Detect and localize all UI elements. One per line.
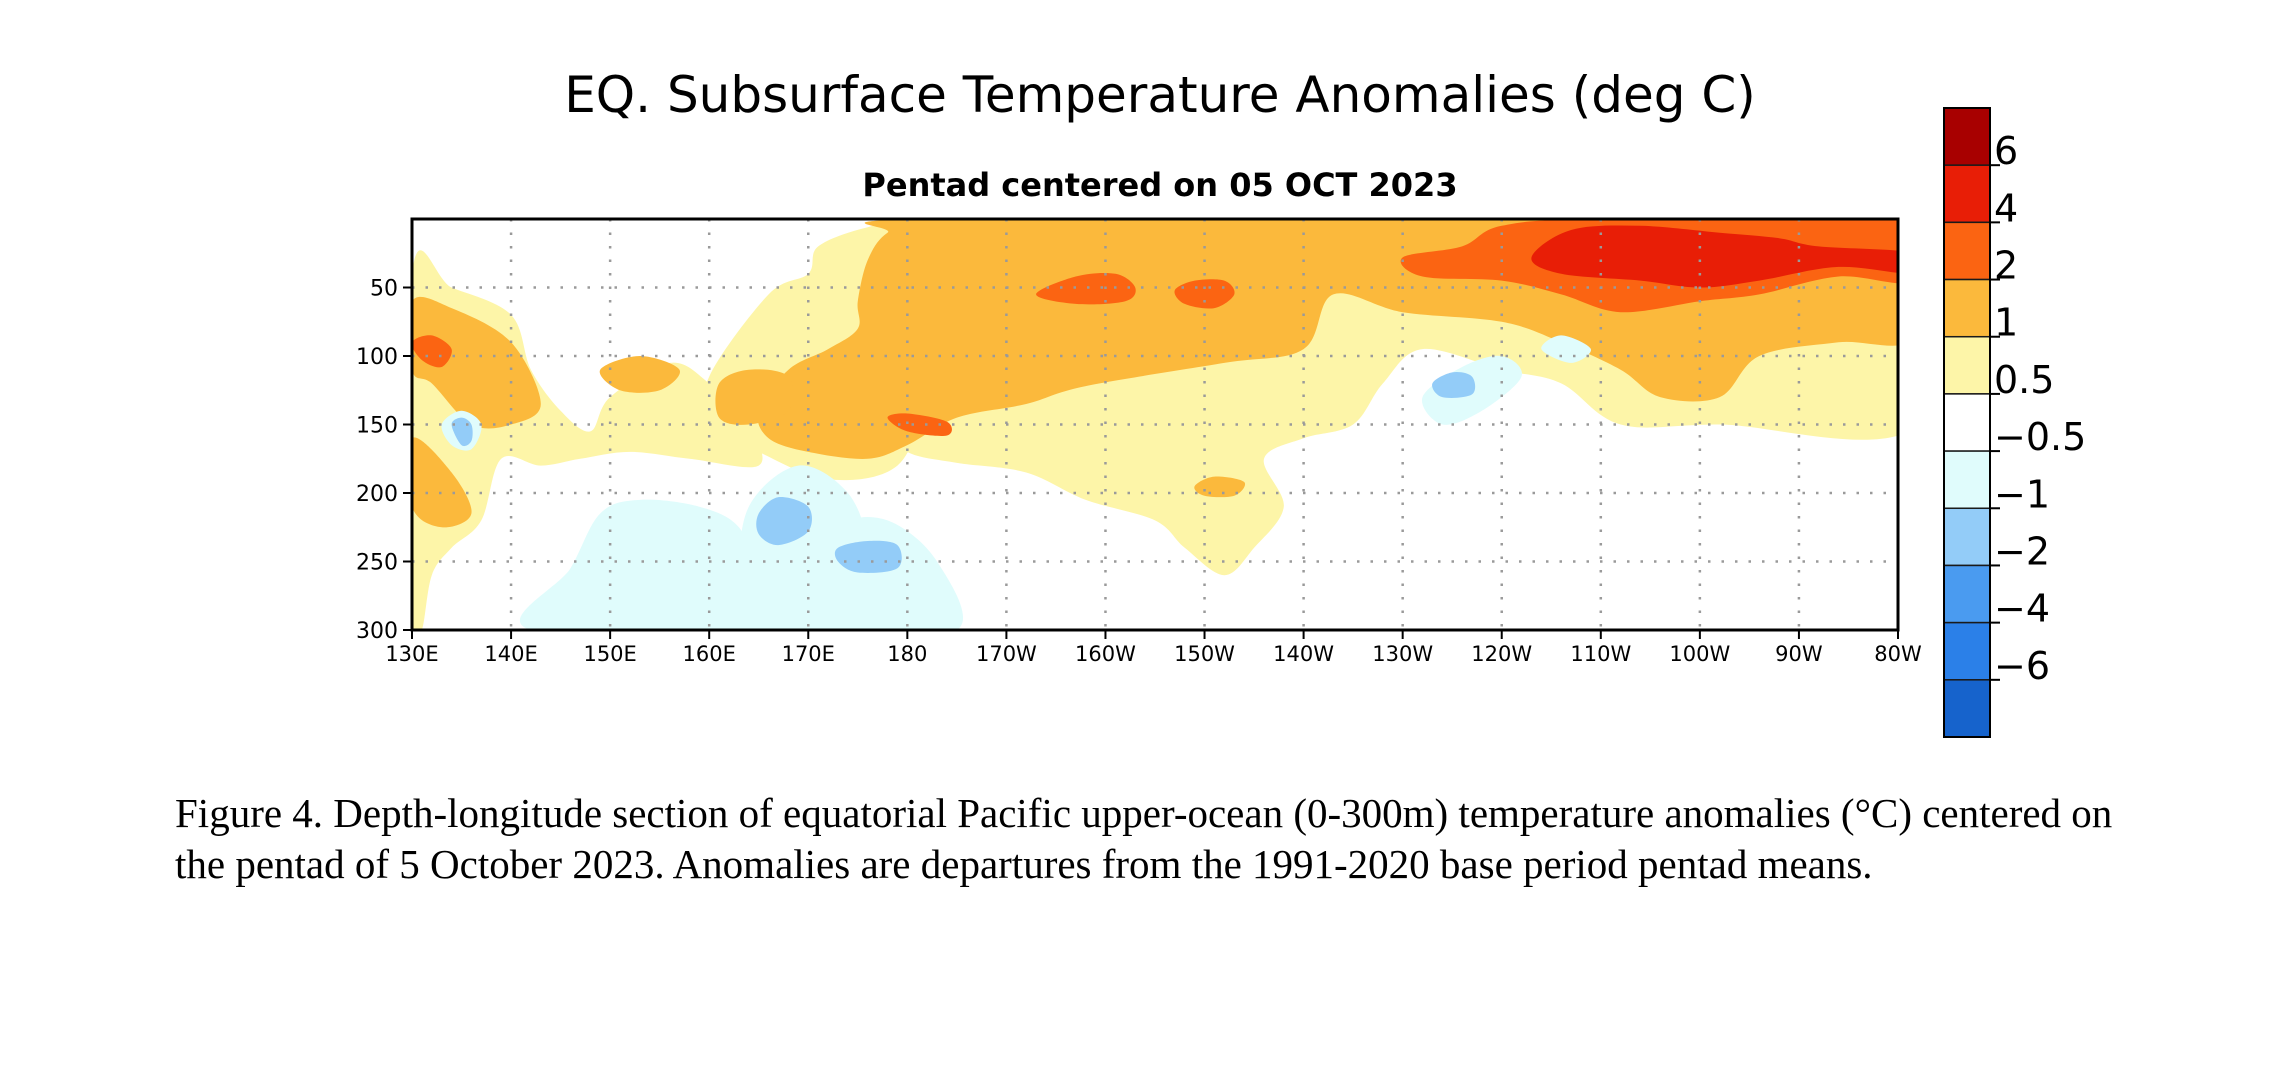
anomaly-region-7	[599, 356, 681, 393]
y-axis: 50 100 150 200 250 300	[356, 277, 412, 644]
x-tick-label: 90W	[1775, 642, 1823, 666]
colorbar-label: −2	[1994, 529, 2050, 573]
anomaly-region-10	[1036, 272, 1136, 305]
colorbar-label: 2	[1994, 244, 2018, 288]
colorbar-label: −1	[1994, 472, 2050, 516]
anomaly-region-23	[834, 540, 902, 573]
colorbar-label: 1	[1994, 301, 2018, 345]
figure-caption: Figure 4. Depth-longitude section of equ…	[175, 790, 2113, 887]
x-tick-label: 170E	[782, 642, 835, 666]
colorbar-label: 0.5	[1994, 358, 2054, 402]
anomaly-region-14	[1531, 225, 1898, 288]
anomaly-region-13	[887, 413, 952, 436]
colorbar-label: 6	[1994, 129, 2018, 173]
anomaly-region-4	[715, 369, 794, 425]
x-tick-label: 160W	[1075, 642, 1136, 666]
x-tick-label: 160E	[683, 642, 736, 666]
colorbar-swatch	[1943, 164, 1991, 224]
anomaly-region-21	[1432, 372, 1476, 398]
plot-area	[412, 219, 1898, 630]
colorbar-swatch	[1943, 564, 1991, 624]
anomaly-region-8	[1194, 476, 1246, 498]
y-tick-label: 50	[370, 277, 398, 302]
colorbar-swatch	[1943, 335, 1991, 395]
colorbar: −6 −4 −2 −1 −0.5 0.5 1 2 4 6	[1943, 107, 2086, 738]
colorbar-swatch	[1943, 393, 1991, 452]
y-tick-label: 250	[356, 551, 398, 576]
y-tick-label: 300	[356, 619, 398, 644]
x-tick-label: 100W	[1669, 642, 1730, 666]
x-tick-label: 130E	[385, 642, 438, 666]
x-axis: 130E 140E 150E 160E 170E 180 170W 160W 150W 140W 1…	[385, 630, 1922, 666]
y-tick-label: 200	[356, 482, 398, 507]
anomaly-region-6	[412, 437, 472, 528]
anomaly-region-5	[412, 296, 541, 429]
chart-title: EQ. Subsurface Temperature Anomalies (de…	[564, 66, 1756, 124]
x-tick-label: 170W	[976, 642, 1037, 666]
anomaly-region-16	[1541, 335, 1592, 363]
colorbar-swatch	[1943, 507, 1991, 567]
anomaly-region-11	[1174, 279, 1235, 309]
y-tick-label: 100	[356, 345, 398, 370]
x-tick-label: 140E	[484, 642, 537, 666]
chart-subtitle: Pentad centered on 05 OCT 2023	[862, 166, 1457, 204]
x-tick-label: 80W	[1874, 642, 1922, 666]
x-tick-label: 180	[887, 642, 927, 666]
colorbar-label: −6	[1994, 644, 2050, 688]
x-tick-label: 110W	[1570, 642, 1631, 666]
grid-lines	[412, 219, 1898, 630]
x-tick-label: 120W	[1471, 642, 1532, 666]
colorbar-swatch	[1943, 679, 1991, 738]
colorbar-label: −0.5	[1994, 415, 2086, 459]
y-tick-label: 150	[356, 414, 398, 439]
colorbar-swatch	[1943, 621, 1991, 681]
colorbar-swatch	[1943, 221, 1991, 281]
colorbar-label: −4	[1994, 587, 2050, 631]
x-tick-label: 130W	[1372, 642, 1433, 666]
colorbar-label: 4	[1994, 186, 2018, 230]
x-tick-label: 150W	[1174, 642, 1235, 666]
anomaly-region-12	[412, 335, 452, 368]
colorbar-swatch	[1943, 107, 1991, 166]
anomaly-region-22	[756, 496, 812, 546]
colorbar-swatch	[1943, 278, 1991, 338]
colorbar-swatch	[1943, 450, 1991, 510]
x-tick-label: 150E	[583, 642, 636, 666]
anomaly-region-17	[520, 499, 801, 630]
x-tick-label: 140W	[1273, 642, 1334, 666]
anomaly-chart: EQ. Subsurface Temperature Anomalies (de…	[356, 66, 2086, 738]
colorbar-frame	[1943, 107, 1991, 738]
